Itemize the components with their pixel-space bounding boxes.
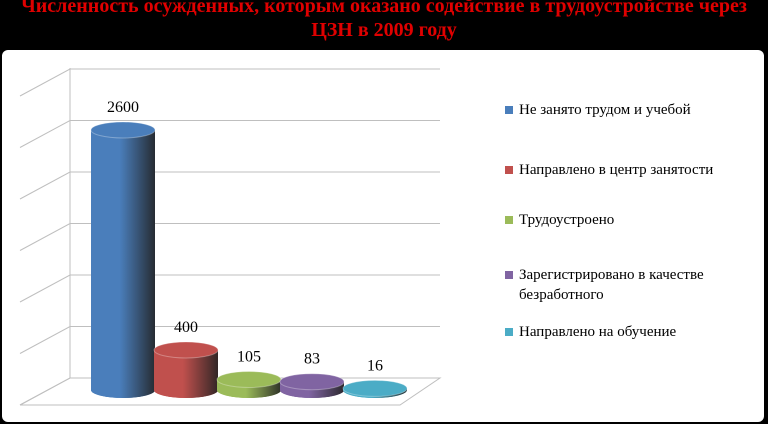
bar-top (90, 121, 156, 139)
legend-label: Направлено на обучение (519, 324, 677, 340)
value-label: 400 (174, 319, 198, 336)
legend-swatch (505, 106, 513, 114)
legend-swatch (505, 271, 513, 279)
legend-item: Направлено на обучение (505, 322, 759, 342)
value-label: 83 (304, 351, 320, 368)
grid-line (19, 274, 440, 303)
value-label: 16 (367, 357, 383, 374)
bar-top (153, 341, 219, 359)
legend-item: Трудоустроено (505, 210, 759, 230)
chart-title: Численность осужденных, которым оказано … (21, 0, 747, 41)
legend-label: Не занято трудом и учебой (519, 102, 691, 118)
legend-swatch (505, 216, 513, 224)
grid-line (19, 326, 440, 354)
grid-line (19, 68, 440, 97)
legend-item: Не занято трудом и учебой (505, 100, 759, 120)
bar-top (342, 379, 408, 397)
legend-swatch (505, 166, 513, 174)
grid-line (19, 171, 440, 200)
value-label: 2600 (107, 99, 139, 116)
legend-item: Направлено в центр занятости (505, 160, 759, 180)
legend-label: Зарегистрировано в качестве безработного (519, 267, 704, 303)
bar-shade (91, 130, 155, 390)
bar-top (216, 371, 282, 388)
legend-item: Зарегистрировано в качестве безработного (505, 265, 759, 305)
grid-line (19, 223, 440, 251)
legend-label: Трудоустроено (519, 212, 615, 228)
grid-line (19, 120, 440, 148)
legend-swatch (505, 328, 513, 336)
bar-top (279, 373, 345, 391)
value-label: 105 (237, 349, 261, 366)
legend-label: Направлено в центр занятости (519, 162, 714, 178)
